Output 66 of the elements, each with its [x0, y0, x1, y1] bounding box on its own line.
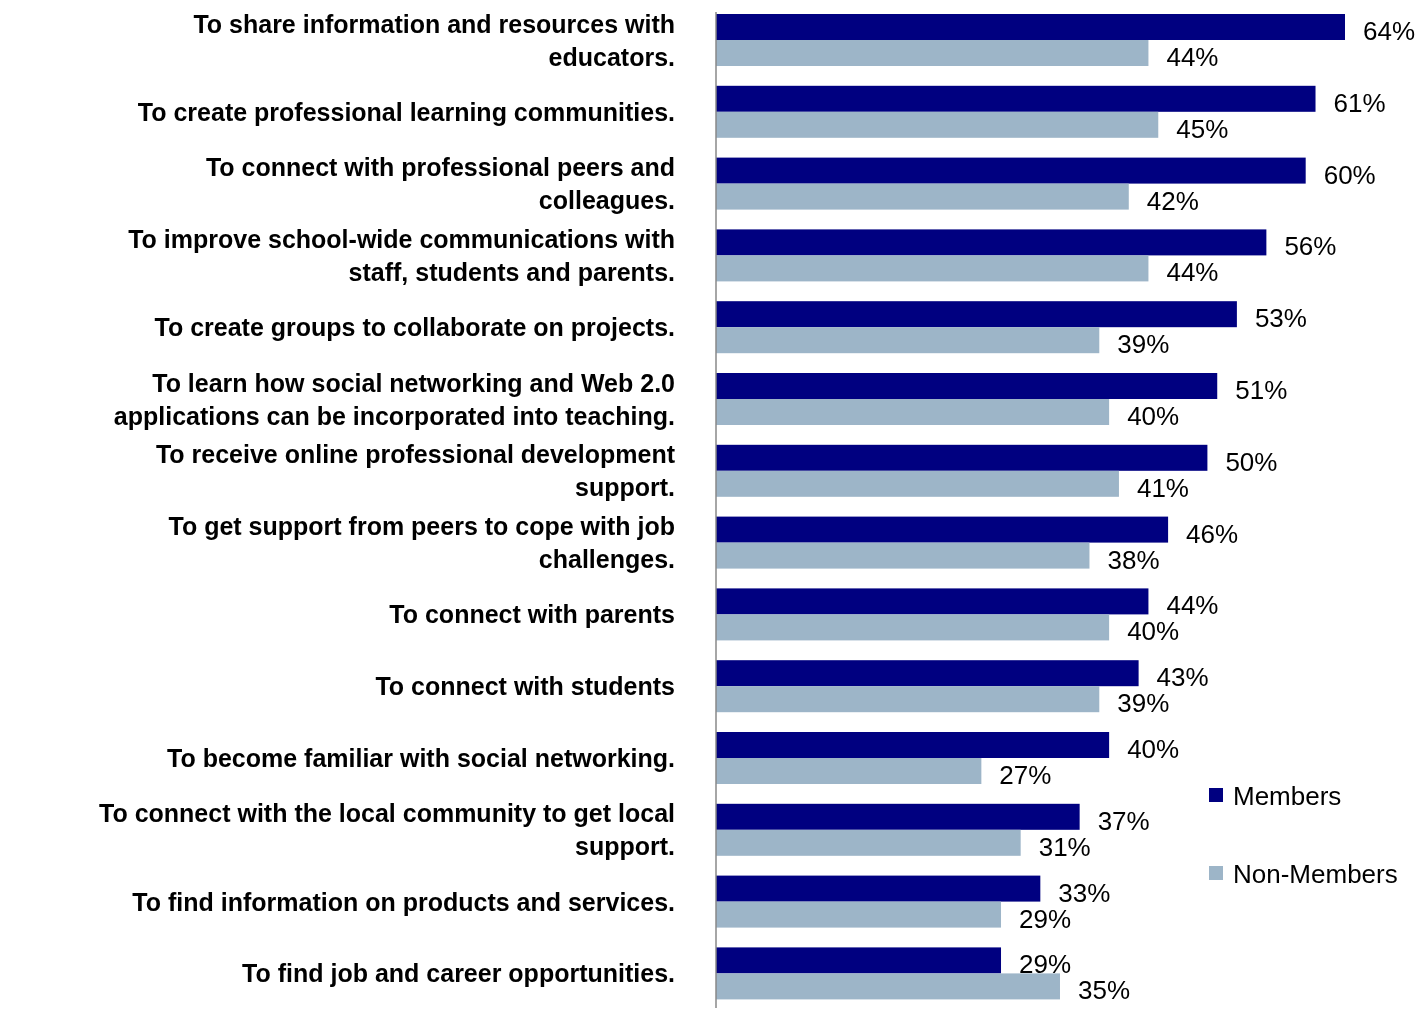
data-label: 39%: [1117, 329, 1170, 360]
bar: [716, 732, 1110, 758]
y-tick-label: To improve school-wide communications with staff, students and parents.: [128, 224, 675, 286]
data-label: 35%: [1077, 975, 1131, 1006]
data-label: 56%: [1284, 231, 1337, 262]
data-label: 40%: [1127, 734, 1180, 764]
data-label: 38%: [1107, 544, 1160, 575]
y-tick-label: To receive online professional development support.: [155, 440, 676, 502]
y-tick-label: To share information and resources with educators.: [193, 9, 675, 71]
y-tick-label: To find job and career opportunities.: [242, 959, 675, 988]
bar: [716, 973, 1060, 1000]
data-label: 41%: [1136, 472, 1189, 503]
data-label: 46%: [1186, 518, 1239, 549]
bar: [716, 614, 1110, 641]
bar: [716, 444, 1208, 471]
data-label: 40%: [1127, 401, 1180, 431]
legend-label: Members: [1233, 781, 1342, 811]
y-tick-label: To learn how social networking and Web 2.0 applications can be incorporated into teaching.: [113, 368, 675, 430]
y-tick-label: To get support from peers to cope with job challenges.: [168, 512, 675, 574]
bar: [716, 255, 1149, 282]
data-label: 44%: [1166, 42, 1219, 72]
bar: [716, 829, 1021, 856]
y-tick-label: To create groups to collaborate on projects.: [154, 313, 675, 342]
bar: [716, 229, 1267, 256]
bar: [716, 14, 1345, 40]
y-tick-label: To connect with parents: [389, 600, 675, 629]
bar: [716, 875, 1041, 902]
data-label: 45%: [1176, 113, 1229, 144]
y-tick-label: To connect with the local community to get local support.: [99, 799, 675, 861]
data-label: 27%: [999, 760, 1052, 790]
legend-label: Non-Members: [1233, 859, 1398, 889]
bar: [716, 542, 1090, 569]
bar: [716, 660, 1139, 687]
data-label: 64%: [1363, 16, 1416, 46]
y-tick-label: To find information on products and services.: [132, 887, 675, 916]
data-label: 44%: [1166, 257, 1219, 288]
data-label: 53%: [1254, 303, 1307, 334]
bar: [716, 588, 1149, 615]
bar: [716, 947, 1002, 974]
y-tick-label: To connect with students: [375, 672, 675, 701]
bar: [716, 111, 1159, 138]
data-label: 37%: [1097, 805, 1150, 836]
data-label: 31%: [1038, 831, 1091, 862]
bar: [716, 40, 1149, 66]
bar: [716, 327, 1100, 354]
data-label: 51%: [1235, 375, 1288, 405]
y-tick-label: To create professional learning communities.: [137, 97, 675, 126]
bar: [716, 157, 1306, 184]
bar: [716, 470, 1119, 497]
bar: [716, 183, 1129, 210]
data-label: 29%: [1019, 949, 1072, 980]
bar: [716, 901, 1002, 928]
bar: [716, 301, 1237, 328]
bar: [716, 758, 982, 784]
bar: [716, 516, 1169, 543]
bar: [716, 686, 1100, 713]
bar: [716, 85, 1316, 112]
data-label: 60%: [1323, 159, 1376, 190]
bar: [716, 373, 1218, 399]
bar: [716, 399, 1110, 425]
y-tick-label: To connect with professional peers and colleagues.: [205, 153, 675, 215]
bar: [716, 803, 1080, 830]
data-label: 42%: [1146, 185, 1199, 216]
data-label: 61%: [1333, 87, 1386, 118]
y-tick-label: To become familiar with social networking.: [167, 744, 675, 772]
data-label: 50%: [1225, 446, 1278, 477]
